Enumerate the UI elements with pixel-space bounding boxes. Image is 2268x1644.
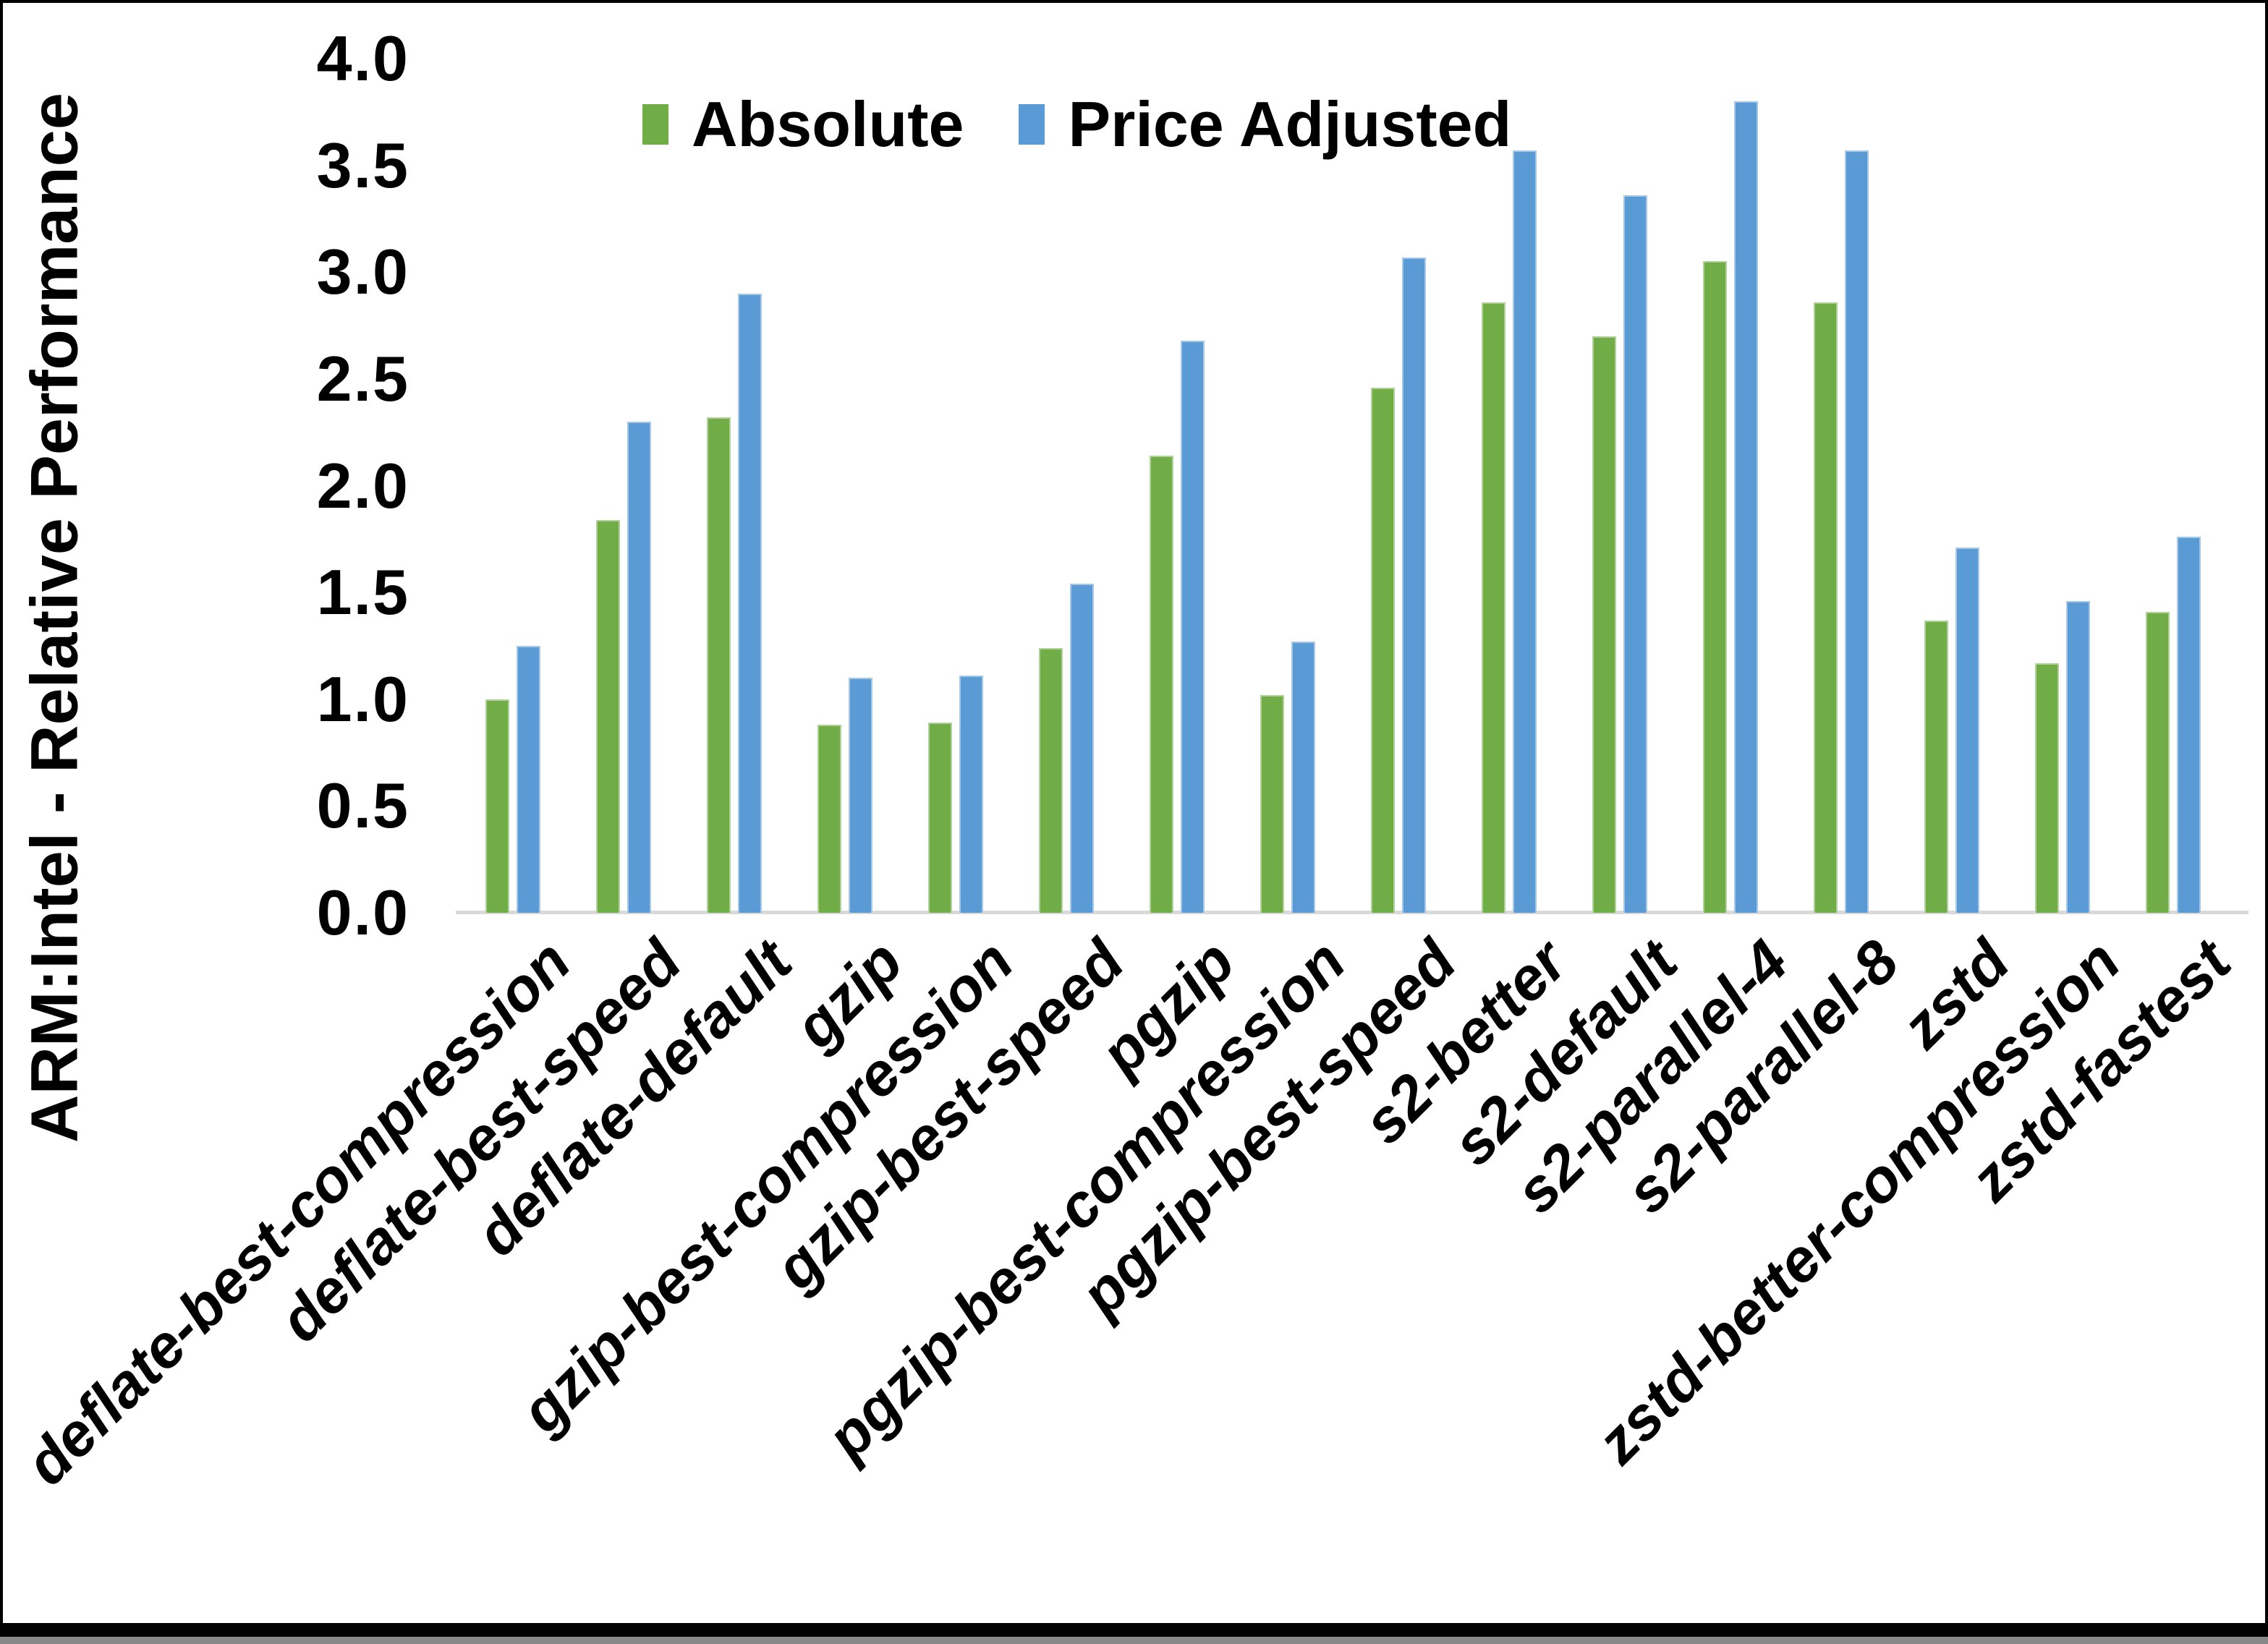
bar-price-adjusted-s2-parallel-4 <box>1734 101 1758 913</box>
bar-absolute-s2-better <box>1482 302 1505 913</box>
legend-swatch-absolute <box>642 104 668 145</box>
bar-price-adjusted-s2-better <box>1513 150 1537 913</box>
bottom-border-bar <box>3 1623 2265 1634</box>
bar-price-adjusted-zstd <box>1955 548 1979 913</box>
bar-absolute-gzip-best-compression <box>928 723 952 913</box>
bar-absolute-s2-parallel-8 <box>1814 302 1838 913</box>
bar-absolute-deflate-best-compression <box>485 699 509 913</box>
bar-price-adjusted-gzip-best-compression <box>959 676 983 913</box>
legend-item-absolute: Absolute <box>642 90 964 159</box>
y-tick-label-3.0: 3.0 <box>316 236 409 308</box>
y-tick-label-4.0: 4.0 <box>316 22 409 94</box>
bar-price-adjusted-deflate-best-speed <box>627 422 651 913</box>
y-tick-label-1.0: 1.0 <box>316 663 409 735</box>
bar-absolute-zstd-fastest <box>2146 612 2170 913</box>
bar-absolute-gzip <box>817 725 841 913</box>
y-tick-label-3.5: 3.5 <box>316 129 409 201</box>
bar-absolute-s2-parallel-4 <box>1703 261 1727 913</box>
bar-price-adjusted-zstd-better-compression <box>2066 601 2090 913</box>
bar-absolute-gzip-best-speed <box>1039 648 1063 913</box>
bar-absolute-zstd <box>1924 621 1948 913</box>
y-tick-label-1.5: 1.5 <box>316 556 409 629</box>
bar-price-adjusted-zstd-fastest <box>2177 537 2201 913</box>
legend: Absolute Price Adjusted <box>642 90 1511 159</box>
bar-price-adjusted-gzip-best-speed <box>1070 584 1094 913</box>
y-tick-label-2.5: 2.5 <box>316 342 409 414</box>
x-axis-line <box>456 911 2248 914</box>
bar-absolute-deflate-default <box>707 417 731 913</box>
bar-absolute-s2-default <box>1592 336 1616 913</box>
legend-label-absolute: Absolute <box>692 88 964 160</box>
bar-absolute-deflate-best-speed <box>596 520 620 913</box>
y-tick-label-0.0: 0.0 <box>316 877 409 948</box>
bar-price-adjusted-pgzip-best-compression <box>1291 642 1315 913</box>
bar-price-adjusted-deflate-default <box>738 294 762 913</box>
bar-price-adjusted-s2-default <box>1623 195 1647 913</box>
bar-absolute-pgzip-best-speed <box>1371 388 1395 913</box>
legend-item-price-adjusted: Price Adjusted <box>1019 90 1511 159</box>
plot-area <box>456 59 2248 914</box>
bar-absolute-pgzip <box>1150 456 1173 913</box>
y-tick-label-2.0: 2.0 <box>316 449 409 521</box>
bar-price-adjusted-pgzip <box>1181 341 1205 913</box>
legend-swatch-price-adjusted <box>1019 104 1045 145</box>
bar-price-adjusted-s2-parallel-8 <box>1845 150 1869 913</box>
bar-absolute-pgzip-best-compression <box>1260 695 1284 913</box>
bar-price-adjusted-gzip <box>849 678 872 913</box>
legend-label-price-adjusted: Price Adjusted <box>1068 88 1512 160</box>
bar-absolute-zstd-better-compression <box>2035 663 2059 913</box>
bar-price-adjusted-deflate-best-compression <box>517 646 540 913</box>
bar-price-adjusted-pgzip-best-speed <box>1402 257 1426 913</box>
y-tick-label-0.5: 0.5 <box>316 770 409 842</box>
